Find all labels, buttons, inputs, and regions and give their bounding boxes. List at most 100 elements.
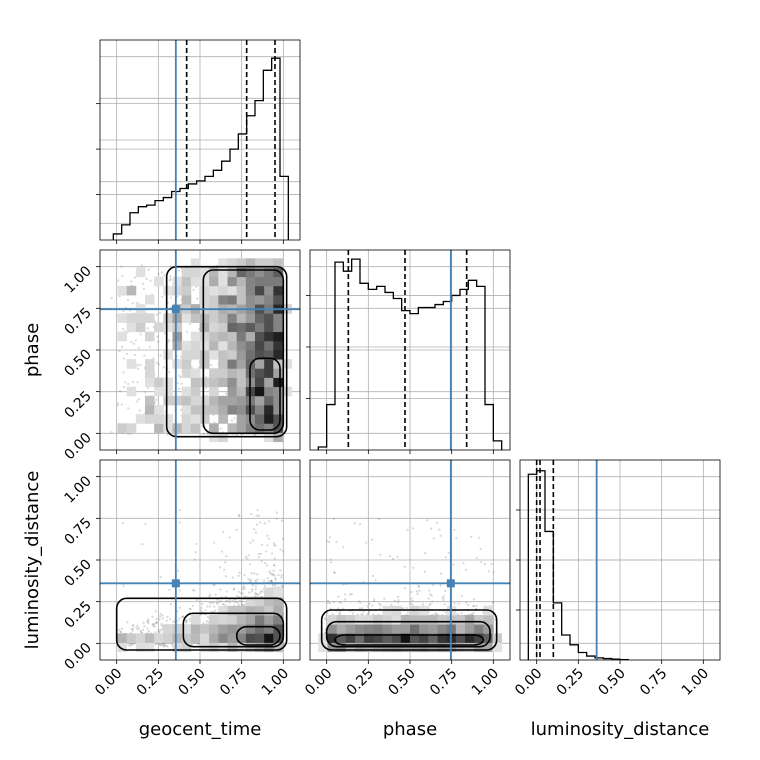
- sample-point: [166, 433, 169, 436]
- sample-point: [249, 579, 252, 582]
- density-cell: [264, 587, 274, 598]
- sample-point: [219, 427, 222, 430]
- sample-point: [231, 576, 234, 579]
- sample-point: [154, 401, 157, 404]
- sample-point: [169, 278, 172, 281]
- density-cell: [236, 605, 247, 616]
- sample-point: [144, 390, 147, 394]
- sample-point: [282, 550, 285, 553]
- sample-point: [179, 376, 182, 379]
- density-cell: [273, 276, 283, 287]
- sample-point: [189, 607, 192, 611]
- sample-point: [198, 642, 201, 645]
- density-cell: [145, 414, 155, 424]
- density-cell: [236, 368, 247, 378]
- density-cell: [227, 395, 238, 406]
- sample-point: [218, 601, 221, 604]
- sample-point: [254, 588, 257, 591]
- density-cell: [264, 624, 274, 634]
- sample-point: [163, 274, 166, 277]
- sample-point: [120, 345, 124, 348]
- sample-point: [142, 282, 145, 285]
- sample-point: [196, 297, 199, 300]
- sample-point: [178, 589, 182, 592]
- sample-point: [181, 615, 185, 618]
- sample-point: [274, 544, 277, 547]
- sample-point: [176, 619, 179, 622]
- density-cell: [273, 633, 283, 643]
- sample-point: [224, 600, 227, 603]
- sample-point: [146, 619, 150, 622]
- density-cell: [255, 322, 265, 333]
- density-cell: [227, 368, 238, 378]
- sample-point: [212, 601, 215, 604]
- density-cell: [218, 395, 228, 406]
- sample-point: [202, 433, 205, 436]
- sample-point: [118, 295, 121, 298]
- density-cell: [154, 633, 164, 643]
- sample-point: [236, 594, 239, 598]
- sample-point: [122, 310, 125, 313]
- density-cell: [172, 423, 183, 433]
- sample-point: [178, 374, 181, 377]
- sample-point: [208, 595, 211, 598]
- sample-point: [250, 588, 254, 591]
- density-cell: [236, 359, 247, 369]
- density-cell: [273, 596, 283, 607]
- density-cell: [236, 423, 247, 433]
- density-cell: [190, 405, 201, 415]
- sample-point: [168, 338, 171, 342]
- contour-line: [235, 625, 281, 646]
- sample-point: [167, 340, 170, 343]
- density-cell: [245, 285, 256, 296]
- density-cell: [218, 340, 228, 351]
- density-cell: [218, 405, 228, 415]
- sample-point: [258, 521, 262, 524]
- density-cell: [190, 258, 201, 268]
- sample-point: [138, 409, 141, 412]
- density-cell: [200, 340, 210, 351]
- scatter-geocent-time-phase: [96, 249, 301, 454]
- density-cell: [227, 267, 238, 278]
- truth-marker: [171, 579, 180, 588]
- sample-point: [243, 587, 246, 590]
- density-cell: [154, 386, 164, 397]
- sample-point: [249, 563, 252, 566]
- sample-point: [180, 382, 183, 385]
- sample-point: [219, 599, 223, 602]
- density-cell: [218, 359, 228, 369]
- sample-point: [169, 618, 172, 621]
- density-cell: [117, 285, 128, 296]
- histogram-step-phase: [317, 258, 503, 450]
- sample-point: [191, 604, 194, 607]
- sample-point: [273, 557, 276, 560]
- density-cell: [218, 285, 228, 296]
- sample-point: [179, 408, 183, 411]
- sample-point: [178, 617, 181, 620]
- density-cell: [264, 313, 274, 323]
- sample-point: [208, 601, 211, 604]
- sample-point: [185, 330, 188, 334]
- density-cell: [245, 322, 256, 333]
- sample-point: [145, 277, 148, 280]
- sample-point: [122, 584, 125, 588]
- density-cell: [181, 267, 192, 278]
- sample-point: [247, 577, 250, 581]
- density-cell: [200, 633, 210, 643]
- sample-point: [142, 621, 145, 624]
- sample-point: [155, 621, 158, 624]
- sample-point: [162, 645, 166, 648]
- sample-point: [184, 619, 187, 622]
- density-cell: [209, 615, 219, 625]
- density-cell: [154, 423, 164, 433]
- density-cell: [264, 605, 274, 616]
- density-cell: [218, 313, 228, 323]
- density-cell: [126, 386, 137, 397]
- density-cell: [163, 633, 173, 643]
- sample-point: [273, 574, 276, 577]
- sample-point: [158, 618, 161, 621]
- density-cell: [190, 423, 201, 433]
- sample-point: [257, 514, 261, 517]
- sample-point: [212, 584, 215, 587]
- sample-point: [240, 603, 243, 606]
